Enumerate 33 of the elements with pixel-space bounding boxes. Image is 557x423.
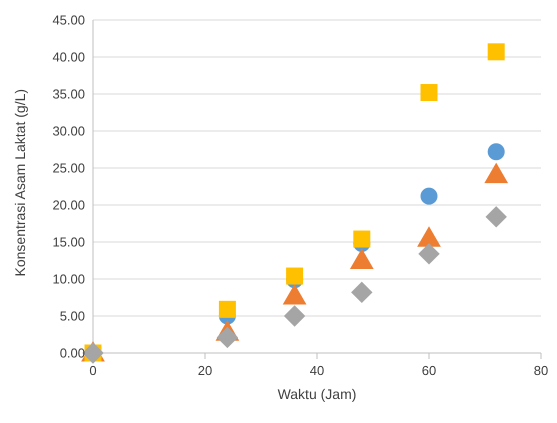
x-tick-label: 20 [198, 363, 212, 378]
point [488, 43, 505, 60]
point [488, 143, 505, 160]
x-tick-label: 40 [310, 363, 324, 378]
point [284, 306, 306, 326]
y-tick-label: 10.00 [52, 272, 85, 287]
x-tick-label: 0 [89, 363, 97, 378]
point [420, 188, 438, 205]
y-tick-label: 30.00 [52, 124, 85, 139]
point [283, 284, 306, 305]
y-axis-title: Konsentrasi Asam Laktat (g/L) [12, 88, 28, 276]
x-axis-title: Waktu (Jam) [278, 386, 356, 402]
point [216, 326, 238, 348]
point [218, 300, 236, 318]
point [418, 226, 440, 247]
x-tick-label: 80 [534, 363, 548, 378]
y-tick-label: 40.00 [52, 50, 85, 65]
point [286, 268, 304, 285]
point [351, 282, 372, 303]
point [353, 230, 370, 248]
point [418, 243, 440, 264]
point [486, 206, 507, 228]
y-tick-label: 0.00 [60, 346, 85, 361]
point [484, 163, 508, 184]
y-tick-label: 45.00 [52, 12, 85, 28]
y-tick-label: 5.00 [60, 308, 85, 324]
point [420, 84, 438, 102]
y-tick-label: 35.00 [52, 86, 85, 102]
y-tick-label: 20.00 [52, 198, 85, 213]
y-tick-label: 15.00 [52, 234, 85, 250]
y-tick-label: 25.00 [52, 160, 85, 176]
x-tick-label: 60 [422, 363, 436, 378]
point [350, 249, 374, 269]
